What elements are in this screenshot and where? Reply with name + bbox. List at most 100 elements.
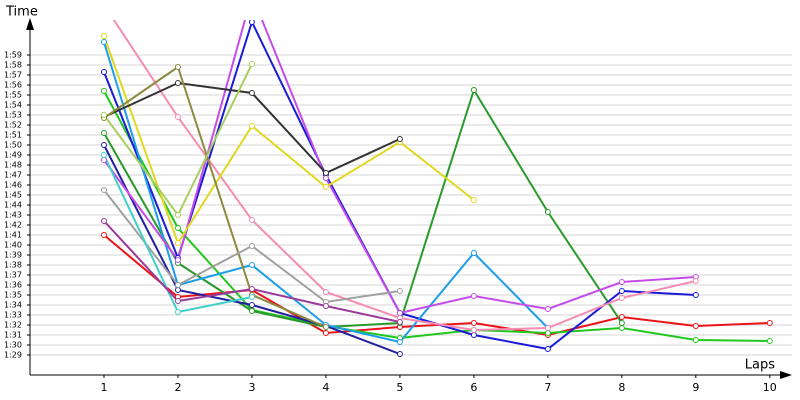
x-tick-label: 2 [174,381,181,394]
series-line [103,65,327,328]
x-tick-label: 10 [763,381,777,394]
series-line [103,35,475,246]
data-point [470,320,477,326]
data-point [248,286,255,292]
data-point [322,289,329,295]
x-tick-label: 5 [396,381,403,394]
data-point [396,339,403,345]
data-point [174,80,181,86]
y-tick-label: 1:48 [4,161,22,170]
data-point [100,33,107,39]
y-tick-label: 1:38 [4,261,22,270]
data-point [396,136,403,142]
y-tick-label: 1:47 [4,171,22,180]
data-point [396,319,403,325]
data-point [618,320,625,326]
data-point [544,209,551,215]
data-point [396,288,403,294]
series-line [103,90,770,342]
y-tick-label: 1:45 [4,191,22,200]
data-point [174,240,181,246]
y-tick-label: 1:34 [4,301,22,310]
x-axis-title: Laps [745,358,775,373]
x-tick-label: 1 [100,381,107,394]
data-point [174,212,181,218]
y-tick-label: 1:50 [4,141,22,150]
data-point [174,287,181,293]
data-point [174,225,181,231]
data-point [100,218,107,224]
data-point [618,279,625,285]
x-tick-label: 3 [248,381,255,394]
y-tick-label: 1:53 [4,111,22,120]
y-tick-label: 1:42 [4,221,22,230]
data-point [248,294,255,300]
y-tick-label: 1:54 [4,101,22,110]
data-point [100,39,107,45]
y-tick-label: 1:32 [4,321,22,330]
data-point [322,303,329,309]
data-point [618,288,625,294]
data-point [322,330,329,336]
data-point [100,142,107,148]
y-tick-label: 1:29 [4,351,22,360]
y-tick-label: 1:37 [4,271,22,280]
y-tick-label: 1:57 [4,71,22,80]
data-point [544,330,551,336]
y-tick-label: 1:58 [4,61,22,70]
data-point [100,112,107,118]
data-point [248,243,255,249]
y-tick-label: 1:33 [4,311,22,320]
y-tick-label: 1:52 [4,121,22,130]
data-point [470,327,477,333]
data-point [544,346,551,352]
data-point [100,157,107,163]
data-point [248,308,255,314]
y-tick-label: 1:59 [4,51,22,60]
data-point [692,278,699,284]
data-point [174,298,181,304]
data-point [248,302,255,308]
data-point [470,332,477,338]
data-point [618,295,625,301]
y-tick-label: 1:46 [4,181,22,190]
grid [30,54,792,356]
data-point [100,187,107,193]
x-tick-label: 7 [544,381,551,394]
data-point [544,306,551,312]
data-point [248,61,255,67]
y-tick-label: 1:36 [4,281,22,290]
y-tick-label: 1:39 [4,251,22,260]
data-point [470,197,477,203]
data-point [470,293,477,299]
data-point [248,90,255,96]
y-tick-label: 1:51 [4,131,22,140]
data-point [618,314,625,320]
y-tick-label: 1:49 [4,151,22,160]
y-tick-label: 1:43 [4,211,22,220]
data-point [322,170,329,176]
x-tick-label: 8 [618,381,625,394]
plot-area [100,20,773,357]
y-tick-label: 1:41 [4,231,22,240]
data-point [174,257,181,263]
data-point [174,282,181,288]
x-tick-label: 4 [322,381,329,394]
data-point [396,310,403,316]
series-line [103,87,623,329]
data-point [766,338,773,344]
y-tick-label: 1:44 [4,201,22,210]
data-point [618,325,625,331]
y-tick-label: 1:56 [4,81,22,90]
y-tick-label: 1:55 [4,91,22,100]
data-point [100,88,107,94]
y-axis-title: Time [5,5,38,20]
y-tick-label: 1:31 [4,331,22,340]
x-tick-label: 6 [470,381,477,394]
data-point [544,325,551,331]
data-point [174,64,181,70]
data-point [248,20,255,25]
data-point [692,337,699,343]
data-point [100,130,107,136]
data-point [396,351,403,357]
